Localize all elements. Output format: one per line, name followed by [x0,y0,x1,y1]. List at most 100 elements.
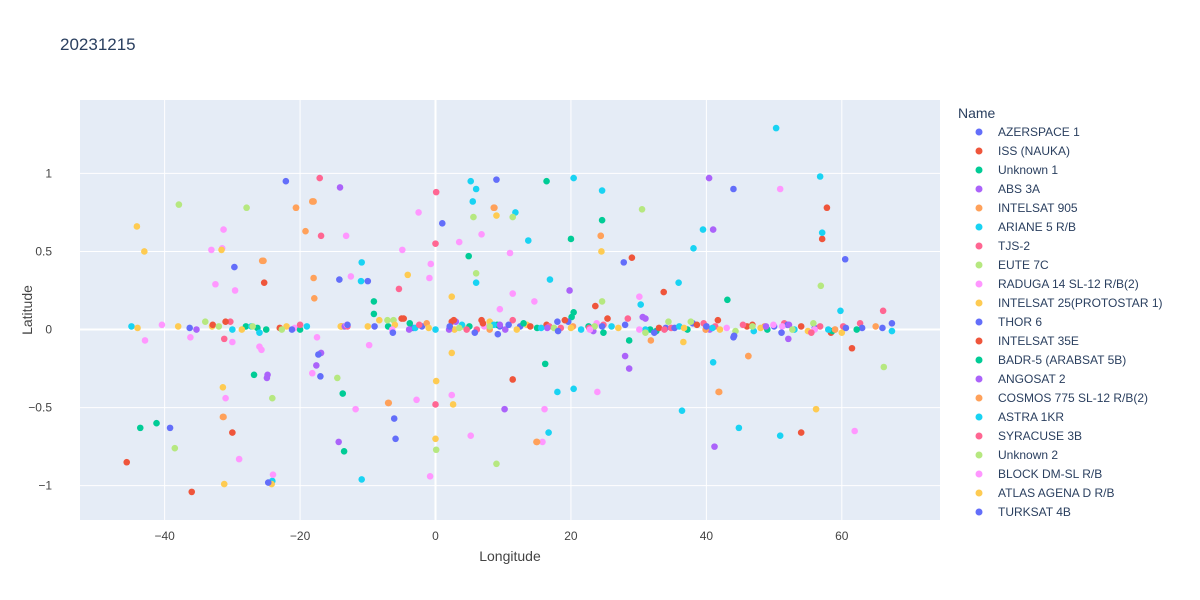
legend-marker [975,204,983,212]
data-point [491,204,498,212]
legend-item[interactable]: RADUGA 14 SL-12 R/B(2) [975,277,1139,291]
data-point [757,324,764,332]
data-point [229,338,236,346]
data-point [215,323,223,330]
data-point [389,329,397,336]
legend-item[interactable]: ISS (NAUKA) [975,144,1071,158]
data-point [427,260,435,268]
legend-item[interactable]: ANGOSAT 2 [975,372,1066,386]
data-point [231,263,238,271]
data-point [310,198,317,205]
legend-label: BADR-5 (ARABSAT 5B) [998,353,1126,367]
data-point [432,401,439,408]
data-point [212,280,219,288]
data-point [153,419,160,427]
legend-marker [975,299,983,307]
data-point [749,323,756,330]
legend-item[interactable]: INTELSAT 35E [975,334,1079,348]
data-point [470,213,477,221]
legend-item[interactable]: TJS-2 [975,239,1031,253]
legend-item[interactable]: BLOCK DM-SL R/B [975,467,1103,481]
data-point [620,259,628,266]
data-point [621,352,629,360]
legend-item[interactable]: EUTE 7C [975,258,1050,272]
x-tick-label: 60 [835,529,849,543]
data-point [888,327,896,335]
data-point [546,276,554,283]
data-point [730,185,737,193]
data-point [879,307,887,315]
legend-label: Unknown 1 [998,163,1058,177]
data-point [432,377,440,385]
data-points [123,124,896,496]
data-point [339,390,347,397]
data-point [220,480,228,488]
y-tick-label: 0 [45,323,52,337]
data-point [455,238,463,246]
data-point [570,309,577,316]
legend-marker [975,147,983,155]
data-point [376,316,383,324]
data-point [166,424,174,432]
data-point [527,323,534,330]
y-tick-label: −1 [38,479,52,493]
data-point [370,298,378,305]
data-point [384,316,391,324]
legend-item[interactable]: Unknown 2 [975,448,1059,462]
data-point [661,326,668,333]
data-point [636,326,643,333]
data-point [448,391,456,399]
data-point [705,174,713,182]
legend-item[interactable]: INTELSAT 25(PROTOSTAR 1) [975,296,1163,310]
data-point [724,296,731,304]
data-point [638,205,646,213]
legend-item[interactable]: ATLAS AGENA D R/B [975,486,1115,500]
legend-item[interactable]: INTELSAT 905 [975,201,1078,215]
data-point [426,472,434,480]
data-point [493,176,500,183]
data-point [543,177,550,185]
data-point [567,235,575,243]
data-point [838,329,846,336]
data-point [785,321,793,329]
data-point [554,318,561,326]
data-point [358,259,366,266]
legend-item[interactable]: THOR 6 [975,315,1043,329]
legend-item[interactable]: ARIANE 5 R/B [975,220,1077,234]
data-point [778,323,786,330]
legend-item[interactable]: AZERSPACE 1 [975,125,1081,139]
series-points [128,124,896,485]
legend-label: Unknown 2 [998,448,1058,462]
data-point [600,329,607,336]
data-point [243,204,250,212]
data-point [208,246,215,254]
data-point [824,326,832,333]
legend[interactable]: AZERSPACE 1 ISS (NAUKA) Unknown 1 ABS 3A INT… [975,125,1163,519]
legend-item[interactable]: ABS 3A [975,182,1041,196]
data-point [395,285,403,293]
data-point [608,323,615,330]
legend-item[interactable]: ASTRA 1KR [975,410,1065,424]
data-point [302,227,309,235]
data-point [472,279,480,286]
data-point [586,326,594,333]
data-point [358,476,366,483]
legend-item[interactable]: Unknown 1 [975,163,1059,177]
legend-item[interactable]: COSMOS 775 SL-12 R/B(2) [975,391,1149,405]
data-point [655,324,663,332]
series-points [171,201,888,468]
legend-marker [975,489,983,497]
legend-label: BLOCK DM-SL R/B [998,467,1102,481]
data-point [520,319,527,327]
data-point [808,329,815,336]
data-point [406,319,414,327]
data-point [222,394,229,402]
legend-label: INTELSAT 905 [998,201,1078,215]
legend-item[interactable]: TURKSAT 4B [975,505,1071,519]
legend-marker [975,432,983,440]
data-point [797,323,805,330]
legend-item[interactable]: BADR-5 (ARABSAT 5B) [975,353,1127,367]
data-point [463,326,470,333]
data-point [554,388,561,396]
legend-item[interactable]: SYRACUSE 3B [975,429,1083,443]
